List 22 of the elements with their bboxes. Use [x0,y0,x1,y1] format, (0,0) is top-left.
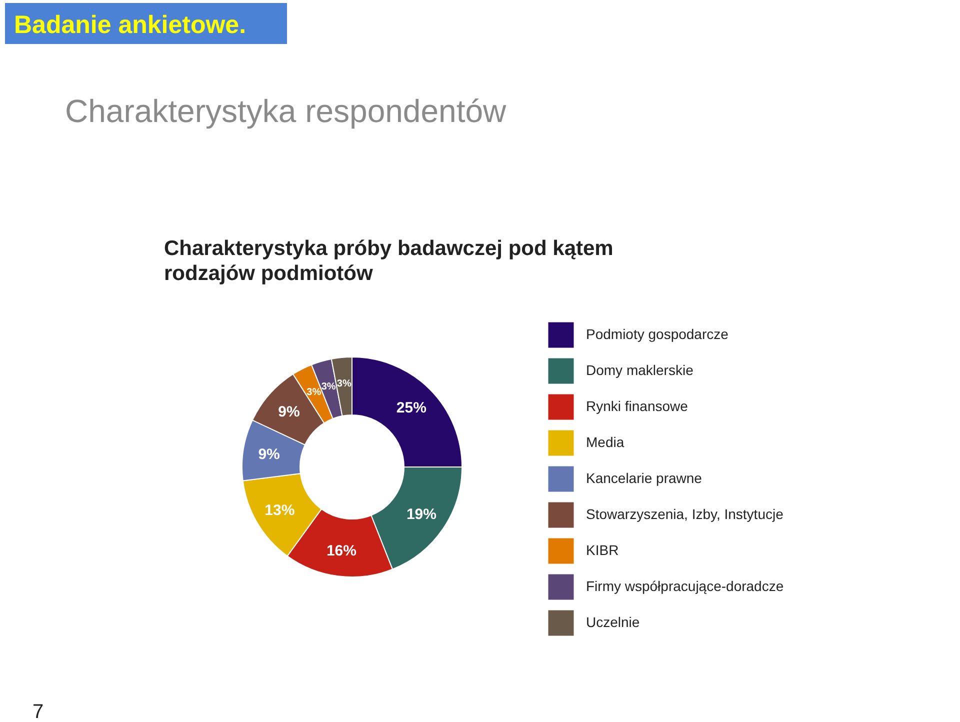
legend-label: KIBR [586,542,619,558]
chart-subtitle: Charakterystyka próby badawczej pod kątem rodzajów podmiotów [164,237,614,286]
data-label: 9% [258,446,280,463]
legend-label: Media [586,434,624,450]
legend-label: Podmioty gospodarcze [586,326,729,342]
legend-label: Domy maklerskie [586,362,694,378]
legend-label: Uczelnie [586,614,640,630]
data-label: 3% [336,378,352,390]
chart-title: Charakterystyka respondentów [65,93,507,129]
data-label: 16% [326,542,356,560]
data-label: 13% [264,502,295,519]
legend-label: Kancelarie prawne [586,470,702,486]
legend-label: Firmy współpracujące-doradcze [586,578,784,594]
data-label: 25% [396,400,426,417]
data-label: 9% [278,403,300,420]
text: 7 [32,701,44,722]
data-label: 19% [406,506,436,524]
legend-label: Stowarzyszenia, Izby, Instytucje [586,506,784,522]
legend-label: Rynki finansowe [586,398,688,414]
data-label: 3% [306,387,322,398]
text: Badanie ankietowe. [14,11,246,39]
data-label: 3% [321,381,336,392]
